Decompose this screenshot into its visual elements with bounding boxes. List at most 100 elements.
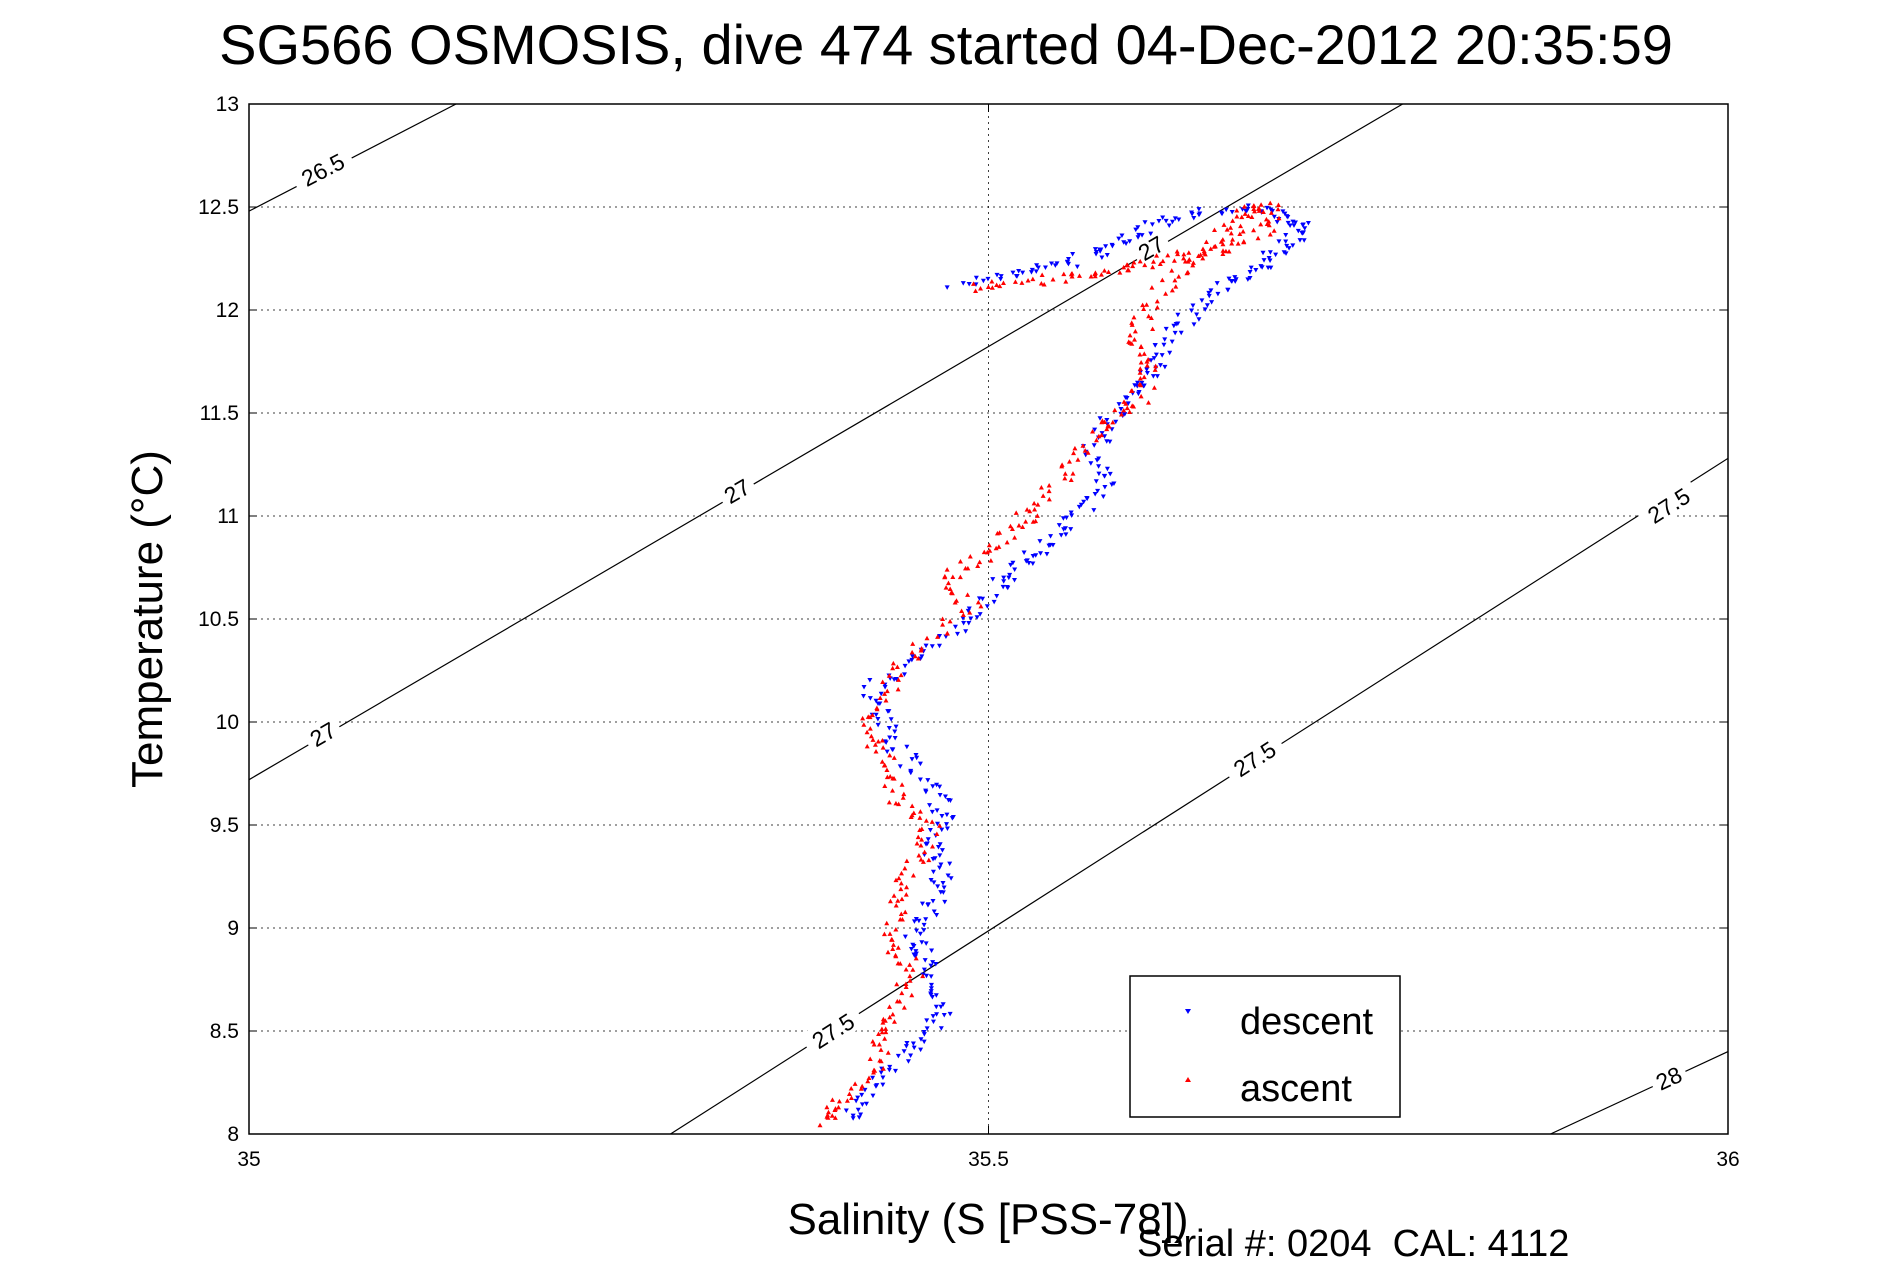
- descent-point: [919, 901, 925, 907]
- ascent-point: [1082, 448, 1088, 453]
- ascent-point: [861, 722, 867, 727]
- descent-point: [947, 861, 953, 867]
- descent-point: [1091, 508, 1097, 513]
- ascent-point: [1092, 271, 1098, 276]
- legend-ascent-marker: [1185, 1077, 1191, 1082]
- ascent-point: [965, 592, 971, 597]
- descent-point: [1028, 270, 1034, 275]
- descent-point: [994, 272, 1000, 278]
- descent-point: [892, 1068, 898, 1074]
- descent-point: [1300, 222, 1306, 227]
- ascent-point: [817, 1122, 823, 1128]
- descent-point: [966, 606, 972, 611]
- descent-point: [944, 822, 950, 827]
- ascent-point: [919, 646, 925, 651]
- ascent-point: [890, 775, 896, 781]
- ascent-point: [894, 998, 900, 1004]
- ascent-point: [1077, 273, 1083, 278]
- ascent-point: [1124, 405, 1130, 411]
- descent-point: [874, 1083, 880, 1088]
- ascent-point: [937, 823, 943, 828]
- ascent-point: [876, 1042, 882, 1047]
- ascent-point: [1241, 204, 1247, 209]
- ascent-point: [1220, 251, 1226, 257]
- descent-point: [927, 828, 933, 833]
- ascent-point: [904, 884, 910, 890]
- ascent-point: [882, 1036, 888, 1041]
- ascent-point: [977, 559, 983, 565]
- descent-point: [940, 1002, 946, 1007]
- ascent-point: [884, 920, 890, 926]
- ascent-point: [879, 1029, 885, 1035]
- ascent-point: [916, 852, 922, 858]
- ascent-point: [1138, 360, 1144, 365]
- descent-point: [937, 793, 943, 798]
- ascent-point: [1163, 291, 1169, 296]
- legend-box: [1129, 975, 1401, 1118]
- descent-point: [923, 917, 929, 922]
- ascent-point: [1157, 261, 1163, 267]
- ascent-point: [902, 909, 908, 915]
- ascent-point: [887, 752, 893, 758]
- descent-point: [968, 616, 974, 621]
- descent-point: [1305, 221, 1311, 226]
- descent-point: [925, 903, 931, 908]
- descent-point: [949, 816, 955, 821]
- ascent-point: [890, 665, 896, 671]
- density-contour-line: [249, 104, 457, 212]
- contour-label-background: [1128, 227, 1173, 268]
- descent-point: [937, 853, 943, 858]
- descent-point: [1190, 303, 1196, 309]
- descent-point: [1286, 246, 1292, 251]
- ascent-point: [864, 743, 870, 749]
- descent-point: [1069, 513, 1075, 518]
- descent-point: [873, 698, 879, 704]
- ascent-point: [978, 285, 984, 291]
- ascent-point: [891, 893, 897, 898]
- ascent-point: [1184, 270, 1190, 276]
- descent-point: [910, 1041, 916, 1047]
- ascent-point: [887, 773, 893, 779]
- ascent-point: [1223, 248, 1229, 254]
- descent-point: [1118, 407, 1124, 412]
- descent-point: [1229, 209, 1235, 215]
- ascent-point: [880, 1020, 886, 1025]
- ascent-point: [1144, 302, 1150, 307]
- descent-point: [924, 1026, 930, 1031]
- descent-point: [1135, 391, 1141, 397]
- y-tick-label: 10.5: [198, 608, 239, 631]
- ascent-point: [858, 1086, 864, 1091]
- descent-point: [1284, 243, 1290, 249]
- ascent-point: [1255, 235, 1261, 241]
- ascent-point: [1154, 305, 1160, 310]
- ascent-point: [896, 875, 902, 881]
- ascent-point: [1070, 471, 1076, 476]
- ascent-point: [875, 739, 881, 744]
- ascent-point: [994, 282, 1000, 287]
- ascent-point: [986, 542, 992, 548]
- ascent-point: [1146, 313, 1152, 319]
- ascent-point: [848, 1086, 854, 1091]
- ascent-point: [944, 567, 950, 572]
- descent-point: [1119, 233, 1125, 239]
- descent-point: [884, 749, 890, 755]
- ascent-point: [1251, 227, 1257, 233]
- ascent-point: [901, 791, 907, 797]
- descent-point: [1047, 542, 1053, 548]
- descent-point: [913, 752, 919, 758]
- descent-point: [1162, 337, 1168, 342]
- descent-point: [1096, 471, 1102, 477]
- descent-point: [1034, 263, 1040, 268]
- descent-point: [1100, 494, 1106, 499]
- descent-point: [1148, 231, 1154, 237]
- descent-point: [1172, 216, 1178, 221]
- ascent-point: [894, 981, 900, 987]
- y-tick-label: 11: [217, 505, 239, 528]
- descent-point: [897, 764, 903, 769]
- descent-point: [998, 274, 1004, 279]
- descent-point: [1159, 353, 1165, 358]
- ascent-point: [893, 952, 899, 958]
- ascent-point: [1141, 306, 1147, 312]
- descent-point: [947, 798, 953, 804]
- descent-point: [939, 827, 945, 833]
